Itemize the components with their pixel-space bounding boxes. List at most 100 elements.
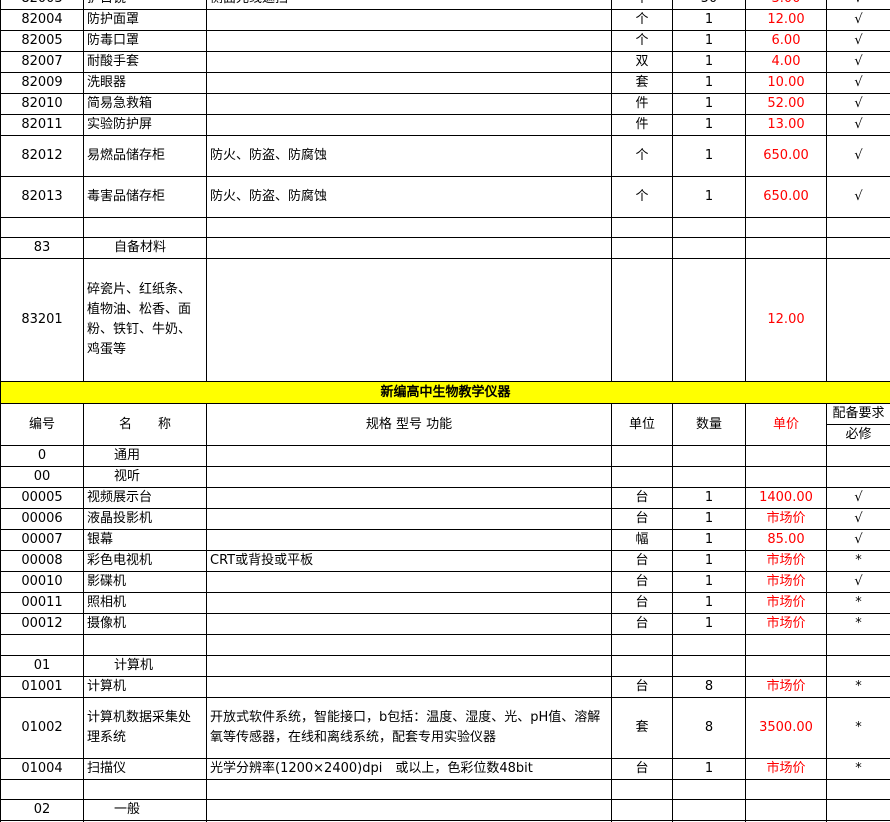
- cell-qty[interactable]: [672, 634, 746, 656]
- cell-qty[interactable]: 1: [672, 93, 746, 115]
- cell-qty[interactable]: 1: [672, 51, 746, 73]
- cell-spec[interactable]: 光学分辨率(1200×2400)dpi 或以上，色彩位数48bit: [206, 758, 612, 780]
- cell-unit[interactable]: 台: [611, 758, 673, 780]
- cell-price[interactable]: [745, 799, 827, 821]
- cell-price[interactable]: 市场价: [745, 592, 827, 614]
- cell-unit[interactable]: 个: [611, 30, 673, 52]
- cell-qty[interactable]: 1: [672, 30, 746, 52]
- cell-code[interactable]: [0, 217, 84, 238]
- cell-qty[interactable]: 1: [672, 613, 746, 635]
- cell-price[interactable]: 650.00: [745, 135, 827, 177]
- cell-unit[interactable]: 件: [611, 93, 673, 115]
- cell-unit[interactable]: [611, 466, 673, 488]
- cell-requirement[interactable]: *: [826, 697, 890, 759]
- cell-price[interactable]: 市场价: [745, 571, 827, 593]
- cell-name[interactable]: 洗眼器: [83, 72, 207, 94]
- cell-name[interactable]: 防护面罩: [83, 9, 207, 31]
- cell-spec[interactable]: [206, 487, 612, 509]
- cell-spec[interactable]: [206, 93, 612, 115]
- cell-spec[interactable]: [206, 613, 612, 635]
- cell-name[interactable]: 耐酸手套: [83, 51, 207, 73]
- cell-unit[interactable]: 套: [611, 72, 673, 94]
- cell-spec[interactable]: [206, 72, 612, 94]
- cell-unit[interactable]: 幅: [611, 529, 673, 551]
- cell-qty[interactable]: 1: [672, 550, 746, 572]
- header-requirement[interactable]: 配备要求: [826, 403, 890, 425]
- cell-requirement[interactable]: [826, 445, 890, 467]
- cell-unit[interactable]: 个: [611, 176, 673, 218]
- cell-qty[interactable]: 1: [672, 758, 746, 780]
- cell-spec[interactable]: [206, 114, 612, 136]
- cell-spec[interactable]: [206, 779, 612, 800]
- cell-qty[interactable]: 1: [672, 176, 746, 218]
- cell-qty[interactable]: [672, 445, 746, 467]
- cell-code[interactable]: 0: [0, 445, 84, 467]
- cell-spec[interactable]: CRT或背投或平板: [206, 550, 612, 572]
- cell-qty[interactable]: 1: [672, 592, 746, 614]
- cell-name[interactable]: 防毒口罩: [83, 30, 207, 52]
- cell-name[interactable]: 银幕: [83, 529, 207, 551]
- cell-spec[interactable]: [206, 529, 612, 551]
- cell-name[interactable]: 毒害品储存柜: [83, 176, 207, 218]
- cell-requirement[interactable]: *: [826, 676, 890, 698]
- cell-price[interactable]: 市场价: [745, 613, 827, 635]
- cell-qty[interactable]: [672, 466, 746, 488]
- cell-name[interactable]: 影碟机: [83, 571, 207, 593]
- cell-unit[interactable]: 件: [611, 114, 673, 136]
- cell-spec[interactable]: [206, 217, 612, 238]
- cell-unit[interactable]: 台: [611, 550, 673, 572]
- cell-code[interactable]: 00: [0, 466, 84, 488]
- cell-unit[interactable]: [611, 799, 673, 821]
- cell-requirement[interactable]: √: [826, 30, 890, 52]
- cell-requirement[interactable]: [826, 799, 890, 821]
- cell-name[interactable]: [83, 779, 207, 800]
- cell-name[interactable]: 液晶投影机: [83, 508, 207, 530]
- cell-unit[interactable]: 台: [611, 613, 673, 635]
- cell-unit[interactable]: [611, 445, 673, 467]
- cell-requirement[interactable]: √: [826, 0, 890, 10]
- cell-name[interactable]: 实验防护屏: [83, 114, 207, 136]
- cell-code[interactable]: 00007: [0, 529, 84, 551]
- cell-price[interactable]: 650.00: [745, 176, 827, 218]
- cell-spec[interactable]: [206, 30, 612, 52]
- cell-code[interactable]: 00005: [0, 487, 84, 509]
- cell-name[interactable]: 通用: [83, 445, 207, 467]
- cell-requirement[interactable]: [826, 258, 890, 382]
- cell-unit[interactable]: 个: [611, 0, 673, 10]
- cell-qty[interactable]: 1: [672, 114, 746, 136]
- cell-requirement[interactable]: [826, 237, 890, 259]
- cell-qty[interactable]: 1: [672, 571, 746, 593]
- header-spec[interactable]: 规格 型号 功能: [206, 403, 612, 446]
- cell-spec[interactable]: [206, 466, 612, 488]
- cell-price[interactable]: 12.00: [745, 258, 827, 382]
- cell-requirement[interactable]: √: [826, 135, 890, 177]
- cell-unit[interactable]: 个: [611, 135, 673, 177]
- cell-price[interactable]: [745, 779, 827, 800]
- cell-price[interactable]: 市场价: [745, 508, 827, 530]
- cell-requirement[interactable]: √: [826, 487, 890, 509]
- cell-code[interactable]: 00006: [0, 508, 84, 530]
- cell-requirement[interactable]: *: [826, 550, 890, 572]
- header-unit[interactable]: 单位: [611, 403, 673, 446]
- cell-price[interactable]: [745, 445, 827, 467]
- cell-spec[interactable]: [206, 9, 612, 31]
- cell-requirement[interactable]: √: [826, 9, 890, 31]
- cell-code[interactable]: 01001: [0, 676, 84, 698]
- cell-price[interactable]: 6.00: [745, 30, 827, 52]
- cell-price[interactable]: 3.00: [745, 0, 827, 10]
- cell-spec[interactable]: [206, 799, 612, 821]
- cell-code[interactable]: 02: [0, 799, 84, 821]
- cell-price[interactable]: 3500.00: [745, 697, 827, 759]
- cell-code[interactable]: 00010: [0, 571, 84, 593]
- cell-unit[interactable]: 套: [611, 697, 673, 759]
- cell-requirement[interactable]: √: [826, 114, 890, 136]
- cell-requirement[interactable]: √: [826, 508, 890, 530]
- cell-code[interactable]: 83: [0, 237, 84, 259]
- cell-code[interactable]: 83201: [0, 258, 84, 382]
- cell-name[interactable]: 自备材料: [83, 237, 207, 259]
- cell-requirement[interactable]: [826, 217, 890, 238]
- cell-qty[interactable]: [672, 779, 746, 800]
- cell-spec[interactable]: 防火、防盗、防腐蚀: [206, 176, 612, 218]
- cell-name[interactable]: [83, 634, 207, 656]
- cell-requirement[interactable]: *: [826, 592, 890, 614]
